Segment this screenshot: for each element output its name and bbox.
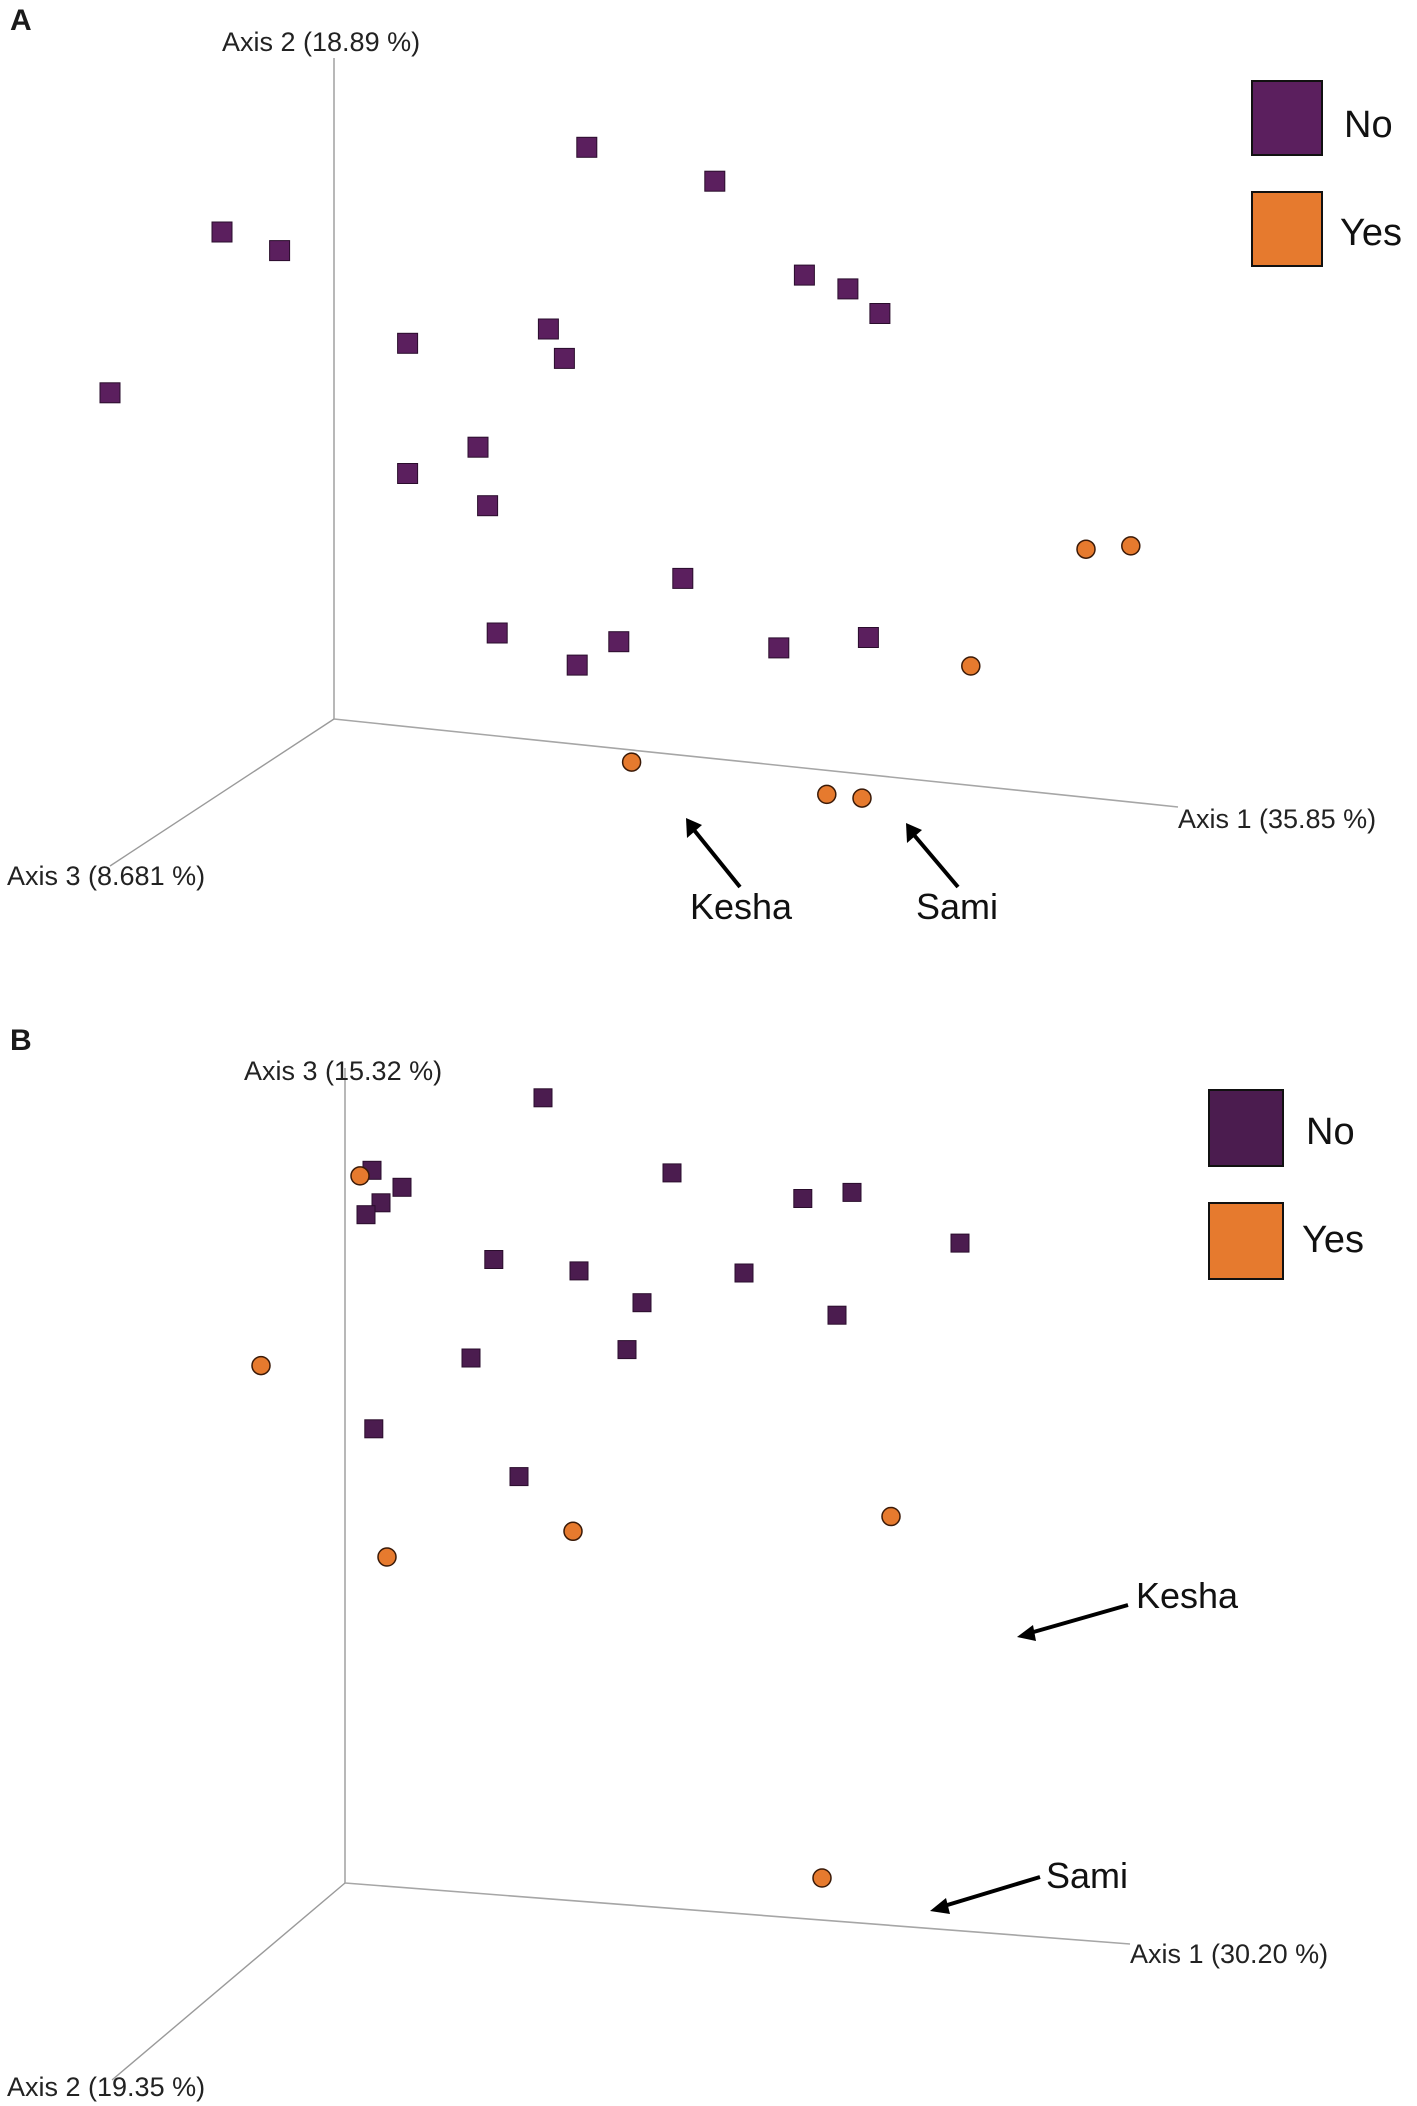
point-b-no-3 bbox=[793, 1189, 813, 1208]
axis-2-label: Axis 2 (18.89 %) bbox=[222, 27, 420, 57]
scatter-plot-b: Axis 3 (15.32 %) Axis 1 (30.20 %) Axis 2… bbox=[7, 1056, 1364, 2102]
point-a-yes-4 bbox=[621, 752, 642, 772]
data-marks-a bbox=[99, 136, 1141, 808]
legend-yes-swatch-b bbox=[1208, 1202, 1284, 1280]
kesha-arrowhead bbox=[686, 818, 702, 838]
point-b-no-14 bbox=[632, 1293, 652, 1313]
point-a-yes-3 bbox=[961, 656, 981, 676]
point-a-no-13 bbox=[397, 463, 419, 484]
point-a-yes-1 bbox=[1076, 539, 1096, 559]
axis-1-label-b: Axis 1 (30.20 %) bbox=[1130, 1939, 1328, 1969]
point-a-no-2 bbox=[704, 170, 726, 192]
axis-2-line-b bbox=[111, 1882, 346, 2081]
point-b-no-5 bbox=[950, 1233, 970, 1253]
point-b-yes-3 bbox=[377, 1547, 397, 1567]
point-a-no-7 bbox=[269, 240, 291, 262]
sami-label-b: Sami bbox=[1046, 1855, 1128, 1896]
point-b-no-15 bbox=[617, 1340, 637, 1360]
point-a-yes-6 bbox=[852, 788, 872, 808]
point-b-no-4 bbox=[842, 1182, 862, 1202]
point-a-no-8 bbox=[537, 318, 559, 340]
point-a-no-16 bbox=[857, 627, 879, 648]
point-a-no-14 bbox=[477, 495, 499, 517]
sami-label: Sami bbox=[916, 886, 998, 927]
point-a-no-1 bbox=[576, 136, 598, 158]
point-a-no-20 bbox=[566, 654, 588, 676]
legend-yes-swatch bbox=[1251, 191, 1323, 267]
point-b-no-9 bbox=[356, 1205, 376, 1225]
point-a-no-4 bbox=[837, 278, 859, 300]
point-a-no-19 bbox=[486, 622, 508, 644]
point-a-no-6 bbox=[211, 221, 233, 243]
point-b-no-1 bbox=[533, 1088, 553, 1108]
panel-letter-a: A bbox=[10, 4, 32, 37]
point-b-yes-2 bbox=[251, 1355, 271, 1376]
point-b-no-12 bbox=[734, 1263, 754, 1283]
point-b-no-18 bbox=[509, 1467, 529, 1487]
point-b-no-8 bbox=[371, 1193, 391, 1213]
sami-arrow bbox=[912, 833, 960, 889]
data-marks-b bbox=[251, 1088, 970, 1888]
point-a-no-11 bbox=[99, 382, 121, 404]
point-b-no-2 bbox=[662, 1163, 682, 1183]
panel-a: A Axis 2 (18.89 %) Axis 1 (35.85 %) Axis… bbox=[0, 0, 1417, 1000]
point-a-no-5 bbox=[869, 303, 891, 324]
point-b-no-13 bbox=[827, 1305, 847, 1325]
axis-1-line-b bbox=[344, 1882, 1131, 1945]
point-b-yes-5 bbox=[881, 1506, 901, 1527]
point-b-no-17 bbox=[364, 1419, 384, 1439]
legend-no-swatch-b bbox=[1208, 1089, 1284, 1167]
point-a-no-18 bbox=[608, 631, 630, 653]
panel-b: B Axis 3 (15.32 %) Axis 1 (30.20 %) Axis… bbox=[0, 1000, 1417, 2106]
axis-3-label-b: Axis 3 (15.32 %) bbox=[244, 1056, 442, 1086]
axis-1-line bbox=[333, 718, 1179, 808]
kesha-label-b: Kesha bbox=[1136, 1575, 1239, 1616]
kesha-label: Kesha bbox=[690, 886, 793, 927]
point-b-no-16 bbox=[461, 1348, 481, 1368]
point-a-no-12 bbox=[467, 436, 489, 458]
point-b-no-7 bbox=[392, 1177, 412, 1197]
point-a-no-10 bbox=[397, 332, 419, 354]
axis-3-line bbox=[109, 718, 335, 867]
point-b-yes-1 bbox=[350, 1166, 370, 1186]
point-a-yes-5 bbox=[817, 784, 837, 805]
point-a-yes-2 bbox=[1121, 536, 1141, 556]
axis-3-label: Axis 3 (8.681 %) bbox=[7, 861, 205, 891]
legend-yes-label-b: Yes bbox=[1302, 1219, 1364, 1261]
point-b-yes-6 bbox=[812, 1868, 832, 1888]
sami-arrow-b bbox=[943, 1875, 1041, 1908]
axis-2-label-b: Axis 2 (19.35 %) bbox=[7, 2072, 205, 2102]
legend-no-label-b: No bbox=[1306, 1111, 1355, 1153]
legend-no-swatch bbox=[1251, 80, 1323, 156]
kesha-arrowhead-b bbox=[1017, 1625, 1036, 1641]
sami-arrowhead-b bbox=[930, 1898, 950, 1914]
legend-no-label: No bbox=[1344, 104, 1393, 146]
point-b-yes-4 bbox=[563, 1521, 583, 1542]
point-b-no-10 bbox=[484, 1250, 504, 1269]
point-a-no-17 bbox=[768, 637, 790, 659]
scatter-plot-a: Axis 2 (18.89 %) Axis 1 (35.85 %) Axis 3… bbox=[7, 27, 1402, 927]
point-a-no-3 bbox=[793, 264, 815, 286]
kesha-arrow-b bbox=[1029, 1603, 1129, 1635]
point-a-no-15 bbox=[672, 567, 694, 589]
panel-letter-b: B bbox=[10, 1024, 32, 1057]
kesha-arrow bbox=[692, 828, 742, 889]
sami-arrowhead bbox=[906, 823, 922, 843]
legend-yes-label: Yes bbox=[1340, 212, 1402, 254]
axis-1-label: Axis 1 (35.85 %) bbox=[1178, 804, 1376, 834]
point-a-no-9 bbox=[553, 347, 575, 369]
point-b-no-11 bbox=[569, 1261, 589, 1281]
